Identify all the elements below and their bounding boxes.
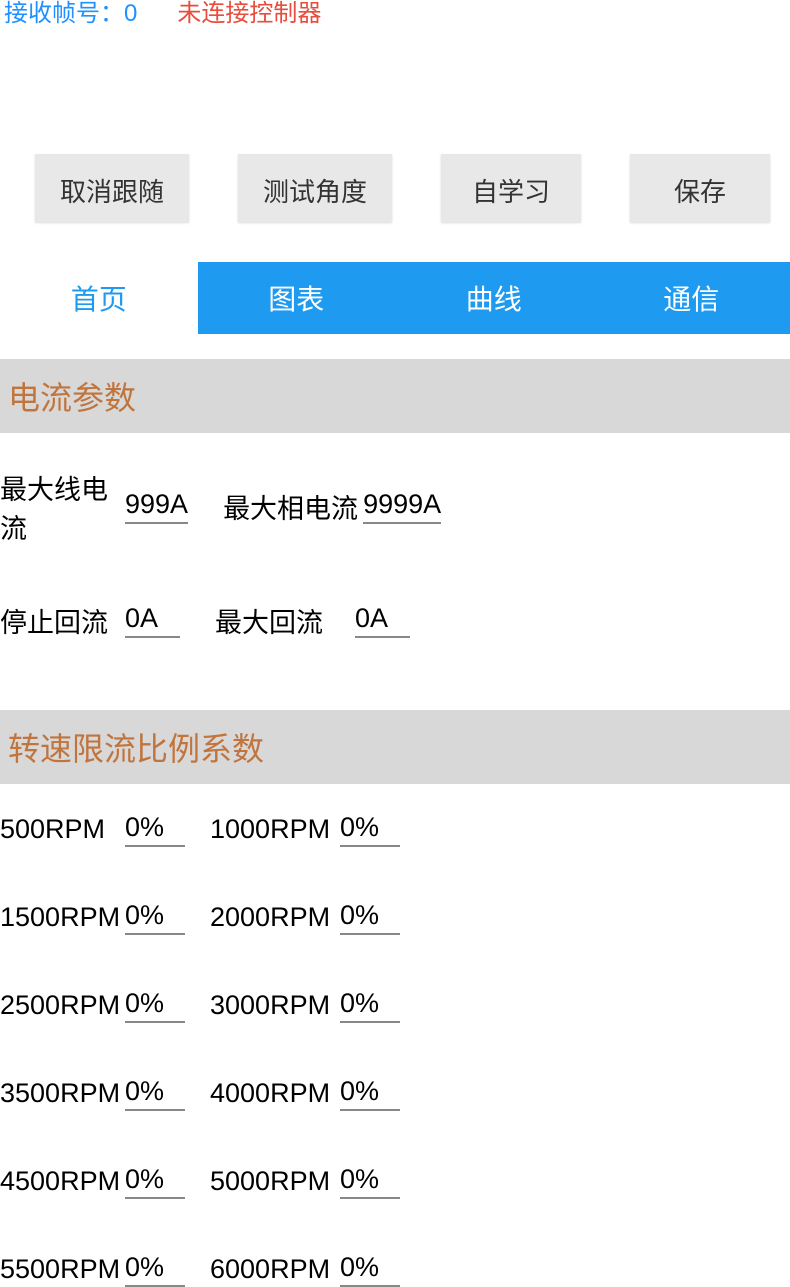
rpm-label: 500RPM	[0, 814, 125, 845]
rpm-row: 5500RPM 0% 6000RPM 0%	[0, 1252, 790, 1287]
param-value-input[interactable]: 0A	[355, 603, 410, 638]
rpm-label: 4500RPM	[0, 1166, 125, 1197]
tab-chart[interactable]: 图表	[198, 262, 396, 334]
cancel-follow-button[interactable]: 取消跟随	[35, 154, 189, 222]
rpm-value-input[interactable]: 0%	[340, 812, 400, 847]
rpm-label: 4000RPM	[210, 1078, 340, 1109]
rpm-label: 6000RPM	[210, 1254, 340, 1285]
param-value-input[interactable]: 999A	[125, 489, 188, 524]
rpm-value-input[interactable]: 0%	[125, 1076, 185, 1111]
tab-home[interactable]: 首页	[0, 262, 198, 338]
rpm-label: 5000RPM	[210, 1166, 340, 1197]
tab-curve[interactable]: 曲线	[395, 262, 593, 334]
current-params-grid: 最大线电流 999A 最大相电流 9999A 停止回流 0A 最大回流 0A	[0, 433, 790, 685]
action-button-row: 取消跟随 测试角度 自学习 保存	[0, 29, 790, 262]
test-angle-button[interactable]: 测试角度	[238, 154, 392, 222]
rpm-label: 5500RPM	[0, 1254, 125, 1285]
rpm-label: 3000RPM	[210, 990, 340, 1021]
save-button[interactable]: 保存	[630, 154, 770, 222]
rpm-label: 3500RPM	[0, 1078, 125, 1109]
rpm-row: 3500RPM 0% 4000RPM 0%	[0, 1076, 790, 1111]
param-label: 最大线电流	[0, 468, 125, 546]
frame-counter: 接收帧号：0	[4, 0, 137, 29]
rpm-row: 4500RPM 0% 5000RPM 0%	[0, 1164, 790, 1199]
param-label: 最大回流	[215, 601, 355, 640]
rpm-label: 2000RPM	[210, 902, 340, 933]
rpm-value-input[interactable]: 0%	[125, 1252, 185, 1287]
rpm-label: 1000RPM	[210, 814, 340, 845]
tab-comm[interactable]: 通信	[593, 262, 790, 334]
connection-status: 未连接控制器	[177, 0, 321, 29]
rpm-row: 500RPM 0% 1000RPM 0%	[0, 812, 790, 847]
rpm-label: 1500RPM	[0, 902, 125, 933]
rpm-value-input[interactable]: 0%	[340, 1164, 400, 1199]
rpm-value-input[interactable]: 0%	[125, 812, 185, 847]
rpm-value-input[interactable]: 0%	[125, 1164, 185, 1199]
tab-bar: 首页 图表 曲线 通信	[0, 262, 790, 334]
rpm-label: 2500RPM	[0, 990, 125, 1021]
section-rpm-limit-header: 转速限流比例系数	[0, 710, 790, 784]
param-value-input[interactable]: 9999A	[363, 489, 441, 524]
rpm-value-input[interactable]: 0%	[340, 900, 400, 935]
param-label: 最大相电流	[223, 487, 363, 526]
rpm-row: 1500RPM 0% 2000RPM 0%	[0, 900, 790, 935]
rpm-value-input[interactable]: 0%	[125, 900, 185, 935]
param-row: 停止回流 0A 最大回流 0A	[0, 601, 790, 640]
status-bar: 接收帧号：0 未连接控制器	[0, 0, 790, 29]
self-learn-button[interactable]: 自学习	[441, 154, 581, 222]
section-current-params-header: 电流参数	[0, 359, 790, 433]
param-value-input[interactable]: 0A	[125, 603, 180, 638]
param-row: 最大线电流 999A 最大相电流 9999A	[0, 468, 790, 546]
param-label: 停止回流	[0, 601, 125, 640]
rpm-row: 2500RPM 0% 3000RPM 0%	[0, 988, 790, 1023]
rpm-limit-grid: 500RPM 0% 1000RPM 0% 1500RPM 0% 2000RPM …	[0, 784, 790, 1287]
rpm-value-input[interactable]: 0%	[340, 1076, 400, 1111]
rpm-value-input[interactable]: 0%	[340, 988, 400, 1023]
rpm-value-input[interactable]: 0%	[340, 1252, 400, 1287]
rpm-value-input[interactable]: 0%	[125, 988, 185, 1023]
